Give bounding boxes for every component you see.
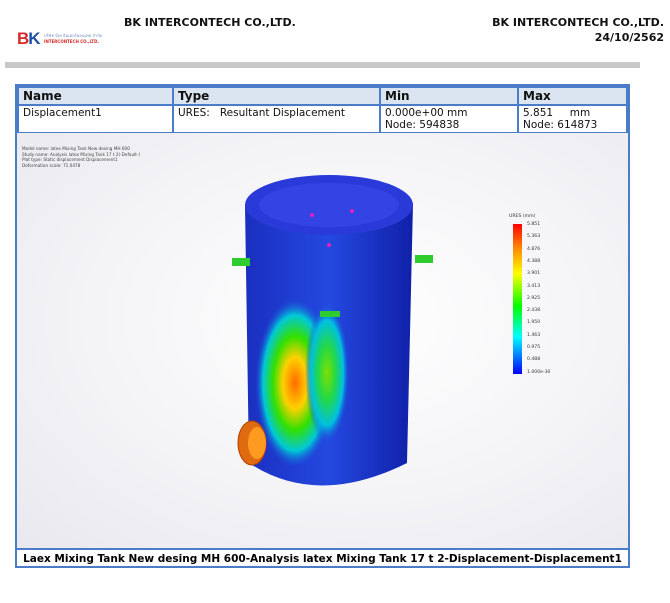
- legend-tick: 0.975: [527, 345, 541, 350]
- legend-tick: 1.463: [527, 332, 541, 338]
- cell-type: URES: Resultant Displacement: [172, 104, 381, 134]
- legend-tick: 1.000e-30: [527, 369, 551, 375]
- legend-tick: 5.851: [527, 222, 541, 227]
- plot-info-study: Study name: Analysis latex Mixing Tank 1…: [22, 151, 141, 157]
- legend-tick: 2.438: [527, 308, 541, 314]
- company-name-left: BK INTERCONTECH CO.,LTD.: [124, 16, 296, 29]
- legend-tick: 5.363: [527, 234, 541, 240]
- max-node: Node: 614873: [523, 119, 598, 131]
- plot-info-type: Plot type: Static displacement Displacem…: [22, 157, 118, 163]
- plot-viewport: [17, 133, 628, 548]
- result-frame: [15, 84, 630, 568]
- logo-subtext-en: INTERCONTECH CO.,LTD.: [44, 39, 99, 44]
- legend-title: URES (mm): [509, 214, 536, 219]
- max-value: 5.851 mm: [523, 107, 591, 119]
- cell-min: 0.000e+00 mm Node: 594838: [379, 104, 519, 134]
- col-name: Name: [17, 86, 174, 106]
- plot-info-scale: Deformation scale: 71.0478: [22, 162, 81, 168]
- legend-tick: 3.413: [527, 283, 541, 289]
- legend-tick: 4.876: [527, 246, 541, 252]
- col-max: Max: [517, 86, 628, 106]
- legend-tick: 1.950: [527, 320, 541, 326]
- cell-max: 5.851 mm Node: 614873: [517, 104, 628, 134]
- logo-subtext-th: บริษัท บีเค อินเตอร์คอนเทค จำกัด: [44, 33, 103, 38]
- table-row: Displacement1 URES: Resultant Displaceme…: [17, 104, 628, 134]
- company-logo: BK บริษัท บีเค อินเตอร์คอนเทค จำกัด INTE…: [17, 29, 112, 49]
- plot-info: Model name: latex Mixing Tank New desing…: [22, 146, 140, 168]
- col-min: Min: [379, 86, 519, 106]
- legend-color-bar: [513, 224, 522, 374]
- min-value: 0.000e+00 mm: [385, 107, 468, 119]
- figure-caption: Laex Mixing Tank New desing MH 600-Analy…: [17, 548, 628, 568]
- header-divider: [5, 62, 640, 68]
- logo-mark: BK: [17, 29, 41, 48]
- legend-tick: 3.901: [527, 271, 541, 277]
- min-node: Node: 594838: [385, 119, 460, 131]
- tank-displacement-plot: [232, 175, 433, 486]
- report-date: 24/10/2562: [594, 31, 664, 44]
- plot-info-model: Model name: latex Mixing Tank New desing…: [22, 146, 130, 151]
- legend-tick: 0.488: [527, 357, 541, 363]
- company-name-right: BK INTERCONTECH CO.,LTD.: [492, 16, 664, 29]
- results-table: Name Type Min Max Displacement1 URES: Re…: [17, 86, 628, 134]
- legend-tick: 2.925: [527, 295, 541, 301]
- legend-tick: 4.388: [527, 258, 541, 264]
- cell-name: Displacement1: [17, 104, 174, 134]
- col-type: Type: [172, 86, 381, 106]
